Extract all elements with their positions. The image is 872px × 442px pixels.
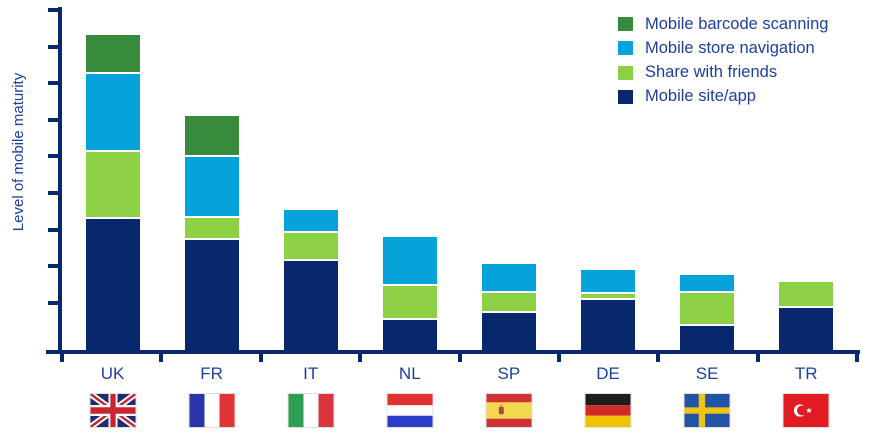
x-tick <box>358 353 363 362</box>
legend-row: Mobile barcode scanning <box>618 12 828 36</box>
bar-se <box>680 274 735 350</box>
x-tick <box>755 353 760 362</box>
flag-spain-icon <box>486 394 532 427</box>
segment-mobile-site-app-tr <box>779 305 834 350</box>
x-tick <box>855 353 860 362</box>
y-tick <box>48 117 60 122</box>
category-label-de: DE <box>596 364 620 383</box>
segment-mobile-site-app-sp <box>481 310 536 350</box>
segment-mobile-store-navigation-fr <box>184 154 239 217</box>
segment-mobile-site-app-fr <box>184 237 239 350</box>
bar-it <box>283 209 338 350</box>
category-label-fr: FR <box>200 364 223 383</box>
segment-share-with-friends-nl <box>382 284 437 319</box>
legend-label: Mobile site/app <box>645 87 756 106</box>
segment-mobile-site-app-se <box>680 324 735 350</box>
segment-share-with-friends-uk <box>85 149 140 218</box>
bar-sp <box>481 263 536 350</box>
legend-swatch-share-with-friends <box>618 65 633 80</box>
x-tick <box>457 353 462 362</box>
category-label-tr: TR <box>794 364 818 383</box>
y-axis-line <box>58 7 62 354</box>
flag-sweden-icon <box>684 394 730 427</box>
x-tick <box>258 353 263 362</box>
y-tick <box>48 264 60 269</box>
segment-share-with-friends-fr <box>184 216 239 238</box>
x-axis-line <box>46 350 860 354</box>
bar-tr <box>779 281 834 350</box>
segment-share-with-friends-tr <box>779 281 834 306</box>
flag-turkey-icon <box>783 394 829 427</box>
segment-mobile-store-navigation-sp <box>481 263 536 291</box>
segment-mobile-store-navigation-it <box>283 209 338 232</box>
bar-uk <box>85 34 140 350</box>
segment-share-with-friends-se <box>680 290 735 325</box>
segment-mobile-site-app-uk <box>85 217 140 350</box>
segment-mobile-barcode-scanning-fr <box>184 116 239 155</box>
segment-mobile-store-navigation-nl <box>382 236 437 285</box>
segment-mobile-barcode-scanning-uk <box>85 34 140 72</box>
category-label-uk: UK <box>100 364 125 383</box>
segment-mobile-store-navigation-se <box>680 274 735 291</box>
legend-label: Mobile barcode scanning <box>645 14 829 33</box>
segment-mobile-store-navigation-uk <box>85 71 140 150</box>
x-tick <box>159 353 164 362</box>
legend-row: Mobile site/app <box>618 85 828 109</box>
y-axis-title: Level of mobile maturity <box>10 72 27 232</box>
flag-france-icon <box>189 394 235 427</box>
legend-row: Mobile store navigation <box>618 36 828 60</box>
x-tick <box>60 353 64 362</box>
legend: Mobile barcode scanning Mobile store navi… <box>618 12 828 109</box>
category-label-se: SE <box>695 364 719 383</box>
flag-italy-icon <box>288 394 334 427</box>
segment-mobile-site-app-it <box>283 259 338 350</box>
bar-nl <box>382 236 437 350</box>
legend-swatch-mobile-barcode-scanning <box>618 17 633 31</box>
bar-de <box>581 270 635 350</box>
category-label-sp: SP <box>497 364 521 383</box>
segment-mobile-site-app-nl <box>382 318 437 350</box>
segment-share-with-friends-it <box>283 231 338 260</box>
flag-netherlands-icon <box>387 394 433 427</box>
legend-label: Share with friends <box>645 63 778 82</box>
legend-row: Share with friends <box>618 61 828 85</box>
x-tick <box>656 353 661 362</box>
segment-mobile-site-app-de <box>581 298 635 350</box>
category-label-nl: NL <box>398 364 421 383</box>
y-tick <box>48 227 60 232</box>
segment-mobile-store-navigation-de <box>581 270 635 292</box>
legend-swatch-mobile-site-app <box>618 89 633 104</box>
legend-label: Mobile store navigation <box>645 38 815 57</box>
y-tick <box>48 191 60 195</box>
flag-united-kingdom-icon <box>90 394 135 427</box>
y-tick <box>48 8 60 12</box>
y-tick <box>48 300 60 305</box>
segment-share-with-friends-sp <box>481 290 536 311</box>
bar-fr <box>184 116 239 350</box>
flag-germany-icon <box>585 394 631 427</box>
segment-share-with-friends-de <box>581 291 635 299</box>
category-label-it: IT <box>303 364 319 383</box>
y-tick <box>48 44 60 49</box>
x-tick <box>557 353 561 362</box>
legend-swatch-mobile-store-navigation <box>618 41 633 56</box>
y-tick <box>48 81 60 86</box>
y-tick <box>48 154 60 159</box>
